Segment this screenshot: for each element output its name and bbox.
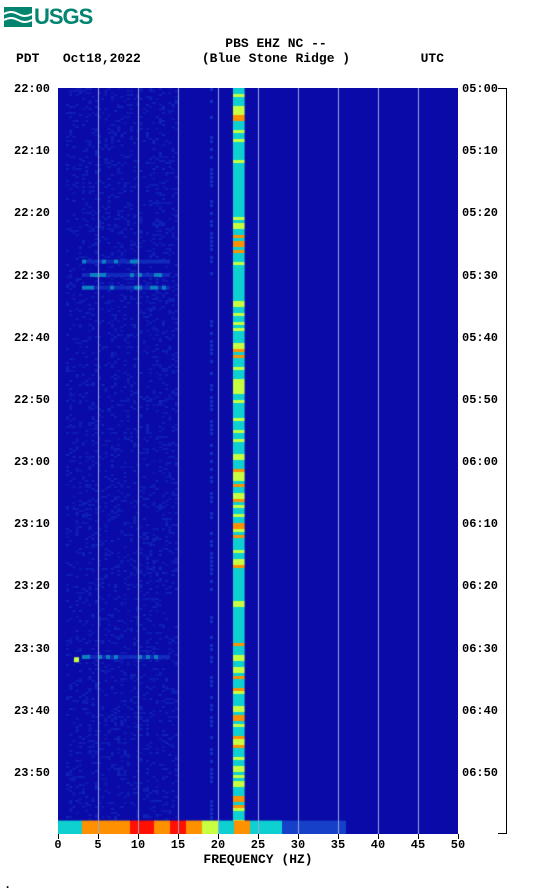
header-left: PDT Oct18,2022 [16,51,141,66]
y-right-tick: 05:00 [462,82,498,96]
usgs-wave-icon [4,7,32,27]
x-tick: 35 [331,838,345,852]
x-tick-mark [98,834,99,839]
y-left-tick: 23:00 [14,455,50,469]
x-tick-mark [138,834,139,839]
y-right-tick: 06:20 [462,579,498,593]
header-tz-right: UTC [421,51,444,66]
x-tick-mark [178,834,179,839]
spectrogram-plot [58,88,458,834]
sidebar-rule [506,88,507,834]
sidebar-tick [498,833,506,834]
x-axis-label: FREQUENCY (HZ) [203,852,312,867]
y-right-tick: 06:50 [462,766,498,780]
chart-header: PBS EHZ NC -- PDT Oct18,2022 (Blue Stone… [0,36,552,66]
y-right-tick: 06:30 [462,642,498,656]
spectrogram-canvas [58,88,458,834]
y-right-tick: 05:50 [462,393,498,407]
y-left-tick: 23:40 [14,704,50,718]
y-right-tick: 05:30 [462,269,498,283]
y-left-tick: 23:20 [14,579,50,593]
x-tick-mark [378,834,379,839]
x-tick-mark [258,834,259,839]
y-left-tick: 23:50 [14,766,50,780]
y-right-tick: 05:40 [462,331,498,345]
x-tick: 40 [371,838,385,852]
x-tick: 5 [94,838,101,852]
x-tick: 15 [171,838,185,852]
header-title: PBS EHZ NC -- [0,36,552,51]
footnote-mark: . [4,878,11,892]
y-right-tick: 06:40 [462,704,498,718]
y-right-tick: 06:10 [462,517,498,531]
x-tick-mark [338,834,339,839]
y-left-tick: 22:40 [14,331,50,345]
y-right-tick: 05:20 [462,206,498,220]
x-tick: 10 [131,838,145,852]
x-tick: 20 [211,838,225,852]
usgs-logo-text: USGS [34,4,92,30]
x-tick-mark [58,834,59,839]
y-left-tick: 22:00 [14,82,50,96]
usgs-logo: USGS [4,4,92,30]
y-left-tick: 23:30 [14,642,50,656]
y-left-tick: 22:30 [14,269,50,283]
y-right-tick: 06:00 [462,455,498,469]
x-tick-mark [218,834,219,839]
y-left-tick: 22:20 [14,206,50,220]
x-tick-mark [298,834,299,839]
sidebar-tick [498,88,506,89]
x-tick-mark [418,834,419,839]
y-right-tick: 05:10 [462,144,498,158]
y-left-tick: 22:10 [14,144,50,158]
y-left-tick: 23:10 [14,517,50,531]
header-date: Oct18,2022 [63,51,141,66]
x-tick: 45 [411,838,425,852]
y-left-tick: 22:50 [14,393,50,407]
x-tick: 25 [251,838,265,852]
x-tick-mark [458,834,459,839]
x-tick: 30 [291,838,305,852]
x-tick: 0 [54,838,61,852]
x-tick: 50 [451,838,465,852]
header-tz-left: PDT [16,51,39,66]
